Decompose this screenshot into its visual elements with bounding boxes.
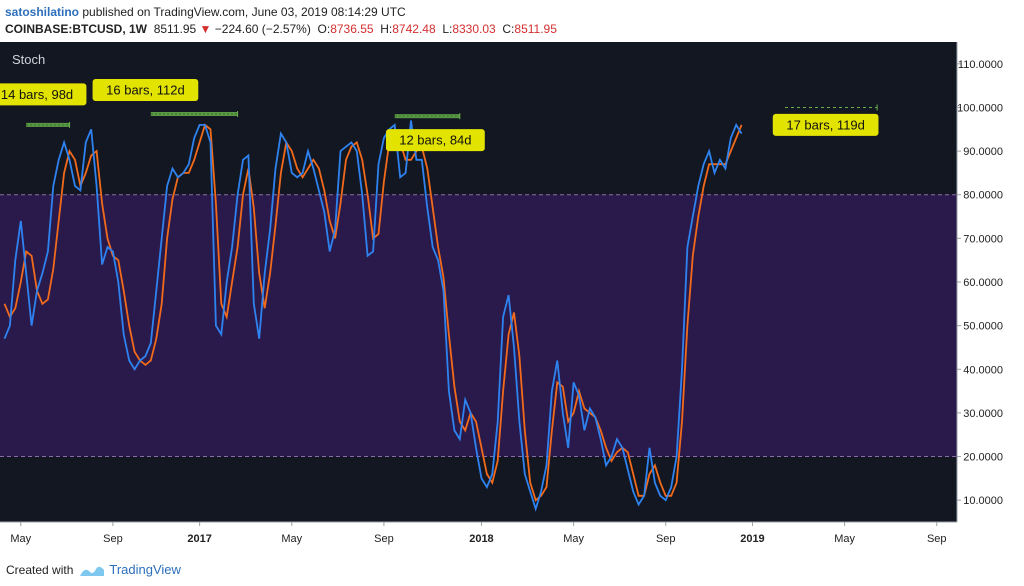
annotations: 14 bars, 98d 16 bars, 112d 12 bars, 84d 17 … xyxy=(0,79,879,152)
x-tick-label: Sep xyxy=(374,533,394,545)
bar-range-marker xyxy=(150,112,238,116)
x-tick-label: 2018 xyxy=(469,533,493,545)
published-text: published on TradingView.com, June 03, 2… xyxy=(82,5,406,19)
x-tick-label: Sep xyxy=(103,533,123,545)
x-tick-label: May xyxy=(281,533,302,545)
overbought-oversold-band xyxy=(0,194,957,457)
y-axis-panel xyxy=(957,42,1024,522)
footer: Created with TradingView xyxy=(6,562,181,578)
x-axis: May Sep 2017 May Sep 2018 May Sep 2019 May Sep xyxy=(10,522,947,545)
tradingview-logo-icon xyxy=(80,566,105,576)
x-tick-label: Sep xyxy=(927,533,947,545)
indicator-title: Stoch xyxy=(12,52,45,67)
y-tick-label: 30.0000 xyxy=(963,408,1003,420)
annotation-label: 14 bars, 98d xyxy=(1,87,73,102)
y-tick-label: 110.0000 xyxy=(958,59,1003,71)
y-tick-label: 70.0000 xyxy=(963,233,1003,245)
y-tick-label: 60.0000 xyxy=(963,277,1003,289)
publish-info: satoshilatino published on TradingView.c… xyxy=(5,5,406,19)
last-price: 8511.95 xyxy=(153,22,197,36)
x-tick-label: May xyxy=(563,533,584,545)
y-tick-label: 40.0000 xyxy=(963,364,1003,376)
y-tick-label: 90.0000 xyxy=(963,146,1003,158)
y-tick-label: 100.0000 xyxy=(957,102,1003,114)
symbol-info: COINBASE:BTCUSD, 1W 8511.95 ▼ −224.60 (−… xyxy=(5,22,557,36)
annotation-label: 12 bars, 84d xyxy=(399,133,471,148)
x-tick-label: May xyxy=(834,533,855,545)
x-tick-label: Sep xyxy=(656,533,676,545)
close-value: 8511.95 xyxy=(514,22,557,36)
y-tick-label: 50.0000 xyxy=(963,321,1003,333)
x-tick-label: 2017 xyxy=(187,533,211,545)
brand-name[interactable]: TradingView xyxy=(109,562,181,577)
annotation-box[interactable] xyxy=(92,79,199,101)
stoch-chart[interactable]: 14 bars, 98d 16 bars, 112d 12 bars, 84d 17 … xyxy=(0,42,1024,552)
created-with-text: Created with xyxy=(6,563,74,577)
k-line-series xyxy=(3,120,743,512)
open-label: O: xyxy=(317,22,331,36)
y-axis: 10.0000 20.0000 30.0000 40.0000 50.0000 60.00… xyxy=(957,59,1003,507)
annotation-label: 17 bars, 119d xyxy=(786,117,865,132)
low-label: L: xyxy=(442,22,453,36)
annotation-box[interactable] xyxy=(772,113,879,136)
annotation-box[interactable] xyxy=(385,129,485,152)
close-label: C: xyxy=(502,22,515,36)
y-tick-label: 10.0000 xyxy=(963,495,1003,507)
open-value: 8736.55 xyxy=(330,22,374,36)
symbol-label: COINBASE:BTCUSD, 1W xyxy=(5,22,148,36)
high-label: H: xyxy=(380,22,393,36)
low-value: 8330.03 xyxy=(452,22,496,36)
high-value: 8742.48 xyxy=(392,22,436,36)
annotation-label: 16 bars, 112d xyxy=(106,83,185,98)
price-change: −224.60 (−2.57%) xyxy=(214,22,311,36)
y-tick-label: 20.0000 xyxy=(963,452,1003,464)
y-tick-label: 80.0000 xyxy=(963,190,1003,202)
author-name[interactable]: satoshilatino xyxy=(5,5,80,19)
annotation-box[interactable] xyxy=(0,83,87,106)
x-tick-label: May xyxy=(10,533,31,545)
x-tick-label: 2019 xyxy=(740,533,764,545)
change-down-icon: ▼ xyxy=(199,22,212,36)
